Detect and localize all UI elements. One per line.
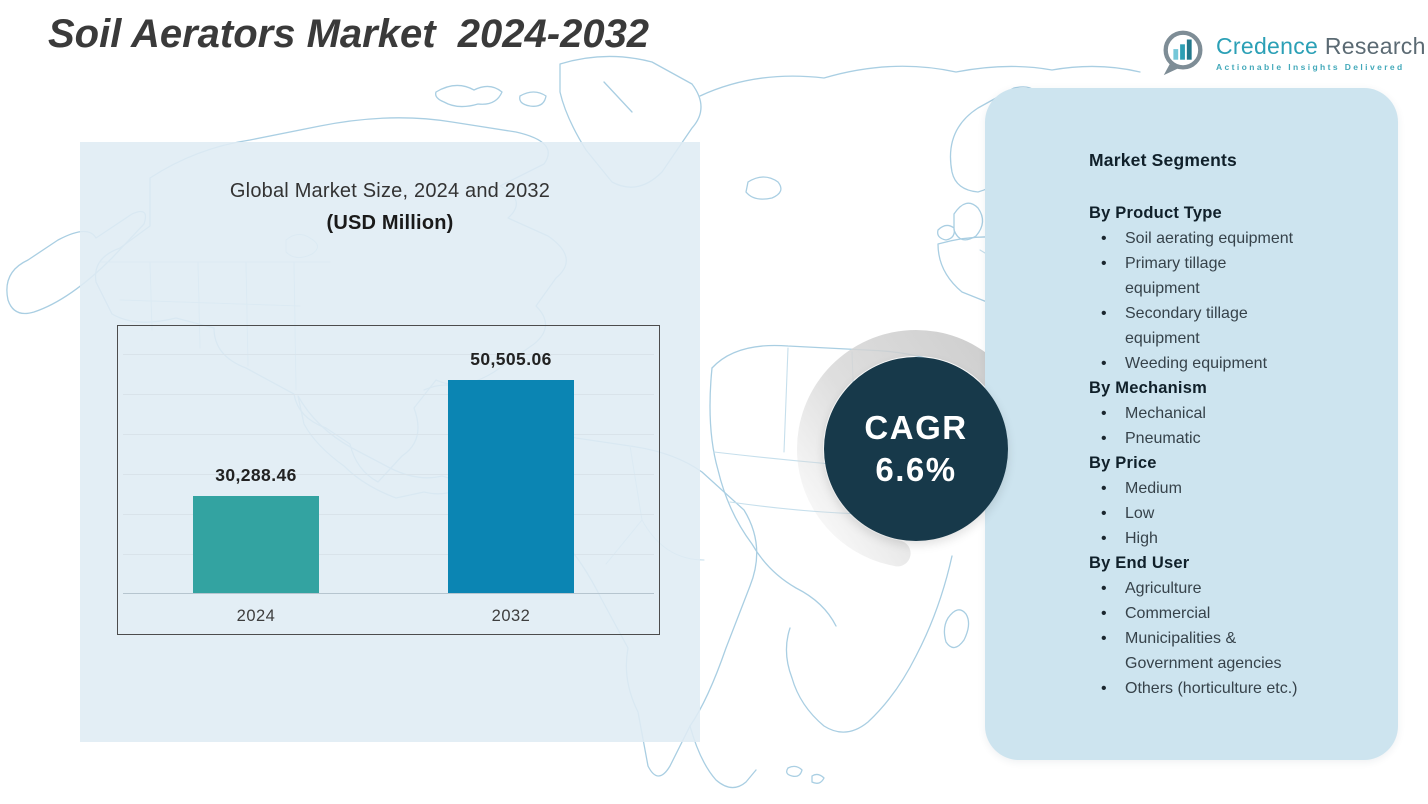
segment-group: By Product Type Soil aerating equipmentPr… xyxy=(1089,201,1370,376)
bar-group-2032: 50,505.06 xyxy=(441,349,581,593)
segment-item: Primary tillage equipment xyxy=(1089,251,1370,301)
segment-item: Low xyxy=(1089,501,1370,526)
segment-item: Commercial xyxy=(1089,601,1370,626)
x-axis-line xyxy=(123,593,654,594)
segment-item: Others (horticulture etc.) xyxy=(1089,676,1370,701)
segment-item: Municipalities & Government agencies xyxy=(1089,626,1370,676)
cagr-badge: CAGR 6.6% xyxy=(824,357,1008,541)
x-tick-label-2032: 2032 xyxy=(491,607,531,625)
bar-2032 xyxy=(448,380,574,593)
logo-bar-large xyxy=(1186,39,1192,60)
gridline xyxy=(123,354,654,355)
map-madagascar xyxy=(943,609,970,649)
segment-item: High xyxy=(1089,526,1370,551)
logo-bar-small xyxy=(1173,49,1179,60)
map-patagonia xyxy=(689,725,825,789)
x-tick-label-2024: 2024 xyxy=(236,607,276,625)
bar-value-label-2024: 30,288.46 xyxy=(215,465,297,485)
bar-group-2024: 30,288.46 xyxy=(186,465,326,593)
map-africa-west xyxy=(709,367,837,627)
map-africa-east xyxy=(785,555,953,733)
segments-heading: Market Segments xyxy=(1089,150,1237,170)
segment-group-heading: By Product Type xyxy=(1089,204,1222,222)
bar-chart: 30,288.46 2024 50,505.06 2032 xyxy=(117,325,660,635)
cagr-swoosh-decoration xyxy=(797,330,1035,568)
segment-item: Medium xyxy=(1089,476,1370,501)
segment-group-heading: By Price xyxy=(1089,454,1157,472)
segment-group: By Mechanism MechanicalPneumatic xyxy=(1089,376,1370,451)
gridline xyxy=(123,554,654,555)
segment-group-heading: By End User xyxy=(1089,554,1190,572)
gridline xyxy=(123,434,654,435)
brand-logo-text: Credence Research Actionable Insights De… xyxy=(1216,33,1426,72)
map-british-isles xyxy=(937,202,984,241)
chart-title: Global Market Size, 2024 and 2032 xyxy=(229,180,551,202)
segment-group-heading: By Mechanism xyxy=(1089,379,1207,397)
segment-group: By Price MediumLowHigh xyxy=(1089,451,1370,551)
brand-logo: Credence Research Actionable Insights De… xyxy=(1158,26,1426,78)
segment-item-list: MechanicalPneumatic xyxy=(1089,401,1370,451)
market-segments-panel: Market Segments By Product Type Soil aera… xyxy=(985,88,1398,760)
segment-item: Secondary tillage equipment xyxy=(1089,301,1370,351)
map-arctic-islands xyxy=(435,84,547,108)
segment-item-list: MediumLowHigh xyxy=(1089,476,1370,551)
chart-subtitle: (USD Million) xyxy=(326,212,454,234)
cagr-value: 6.6% xyxy=(875,451,957,488)
gridline xyxy=(123,394,654,395)
brand-tagline: Actionable Insights Delivered xyxy=(1216,61,1405,72)
segment-item-list: AgricultureCommercialMunicipalities & Go… xyxy=(1089,576,1370,701)
segment-groups: By Product Type Soil aerating equipmentPr… xyxy=(1089,201,1370,701)
segment-item: Pneumatic xyxy=(1089,426,1370,451)
segment-item-list: Soil aerating equipmentPrimary tillage e… xyxy=(1089,226,1370,376)
chart-heading: Global Market Size, 2024 and 2032 (USD M… xyxy=(80,180,700,235)
segment-item: Mechanical xyxy=(1089,401,1370,426)
gridline xyxy=(123,474,654,475)
bar-value-label-2032: 50,505.06 xyxy=(470,349,552,369)
segment-group: By End User AgricultureCommercialMunicipa… xyxy=(1089,551,1370,701)
page-title: Soil Aerators Market 2024-2032 xyxy=(48,12,650,56)
bar-2024 xyxy=(193,496,319,593)
speech-bubble-tail xyxy=(1163,62,1179,76)
gridline xyxy=(123,514,654,515)
map-iceland xyxy=(745,176,782,200)
segment-item: Soil aerating equipment xyxy=(1089,226,1370,251)
brand-name-primary: Credence xyxy=(1216,32,1319,59)
map-russia-coast xyxy=(699,65,1141,97)
brand-logo-icon xyxy=(1163,30,1203,76)
chart-panel: Global Market Size, 2024 and 2032 (USD M… xyxy=(80,142,700,742)
logo-bar-medium xyxy=(1180,44,1185,60)
brand-name-secondary: Research xyxy=(1324,32,1426,59)
cagr-label: CAGR xyxy=(864,409,968,446)
segment-item: Agriculture xyxy=(1089,576,1370,601)
segment-item: Weeding equipment xyxy=(1089,351,1370,376)
